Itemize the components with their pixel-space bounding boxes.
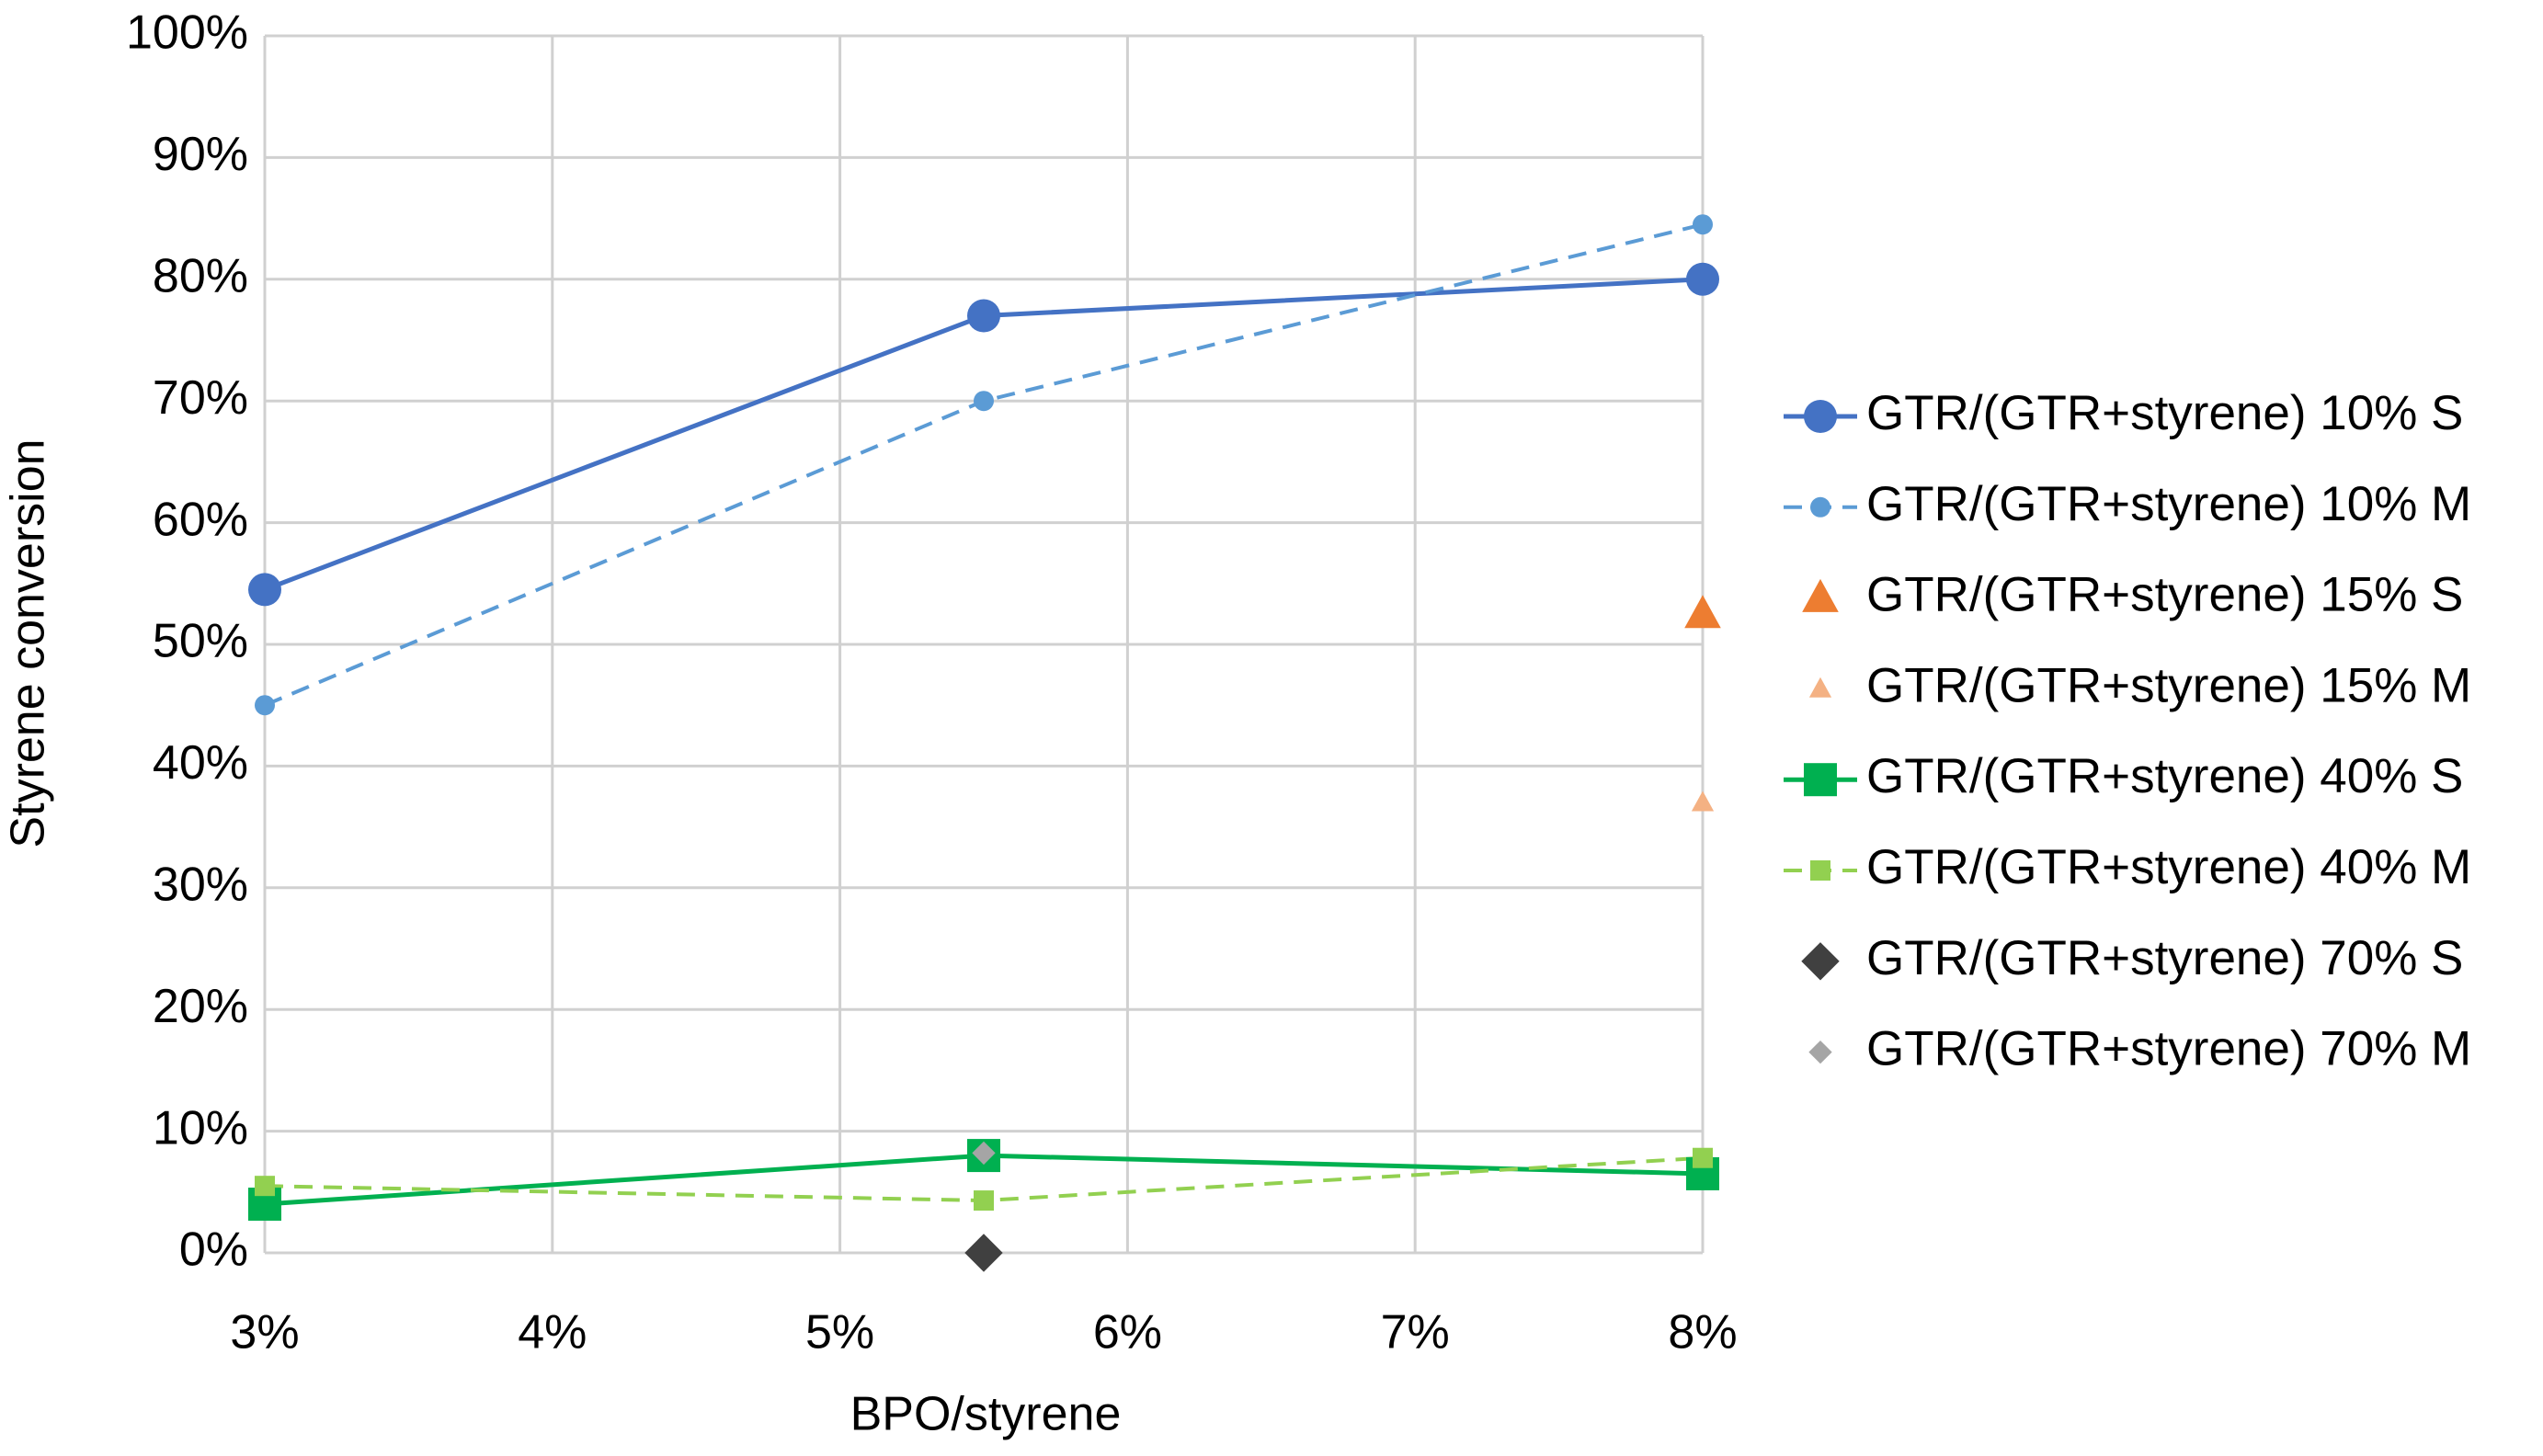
y-tick-label: 30%: [153, 859, 248, 912]
y-tick-label: 20%: [153, 980, 248, 1033]
marker: [974, 1190, 994, 1211]
series-line: [264, 222, 1704, 708]
marker: [967, 299, 1000, 333]
legend-marker: [1808, 677, 1832, 698]
x-tick-label: 7%: [1381, 1306, 1450, 1359]
legend-marker: [1810, 496, 1830, 518]
legend-marker: [1804, 763, 1837, 797]
y-tick-label: 40%: [153, 736, 248, 790]
y-tick-label: 100%: [126, 6, 248, 60]
marker: [255, 695, 275, 716]
legend-marker: [1801, 942, 1840, 981]
marker: [964, 1234, 1003, 1272]
y-tick-label: 80%: [153, 250, 248, 303]
marker: [1691, 791, 1715, 812]
marker: [972, 1141, 996, 1166]
legend-label: GTR/(GTR+styrene) 10% S: [1866, 386, 2463, 440]
legend-label: GTR/(GTR+styrene) 70% S: [1866, 931, 2463, 985]
legend-marker: [1810, 860, 1830, 881]
y-axis-title: Styrene conversion: [2, 438, 55, 847]
marker: [1684, 595, 1721, 629]
legend-marker: [1808, 1040, 1832, 1064]
marker: [1686, 262, 1719, 296]
y-tick-label: 0%: [179, 1223, 248, 1277]
x-tick-label: 6%: [1093, 1306, 1162, 1359]
x-tick-label: 8%: [1668, 1306, 1737, 1359]
x-tick-label: 5%: [805, 1306, 874, 1359]
marker: [248, 573, 281, 607]
legend-label: GTR/(GTR+styrene) 10% M: [1866, 477, 2471, 531]
legend-marker: [1802, 578, 1839, 612]
marker: [974, 391, 994, 412]
legend-label: GTR/(GTR+styrene) 40% M: [1866, 840, 2471, 894]
marker: [1693, 214, 1713, 235]
y-tick-label: 60%: [153, 493, 248, 546]
y-tick-label: 70%: [153, 371, 248, 425]
legend-label: GTR/(GTR+styrene) 15% M: [1866, 658, 2471, 712]
marker: [255, 1176, 275, 1197]
legend-marker: [1804, 400, 1837, 433]
y-tick-label: 90%: [153, 128, 248, 181]
marker: [1693, 1147, 1713, 1168]
x-tick-label: 3%: [230, 1306, 299, 1359]
x-tick-label: 4%: [518, 1306, 587, 1359]
legend-label: GTR/(GTR+styrene) 70% M: [1866, 1022, 2471, 1076]
x-axis-title: BPO/styrene: [850, 1388, 1122, 1441]
y-tick-label: 50%: [153, 615, 248, 668]
y-tick-label: 10%: [153, 1101, 248, 1155]
legend-label: GTR/(GTR+styrene) 15% S: [1866, 568, 2463, 622]
legend-label: GTR/(GTR+styrene) 40% S: [1866, 749, 2463, 803]
